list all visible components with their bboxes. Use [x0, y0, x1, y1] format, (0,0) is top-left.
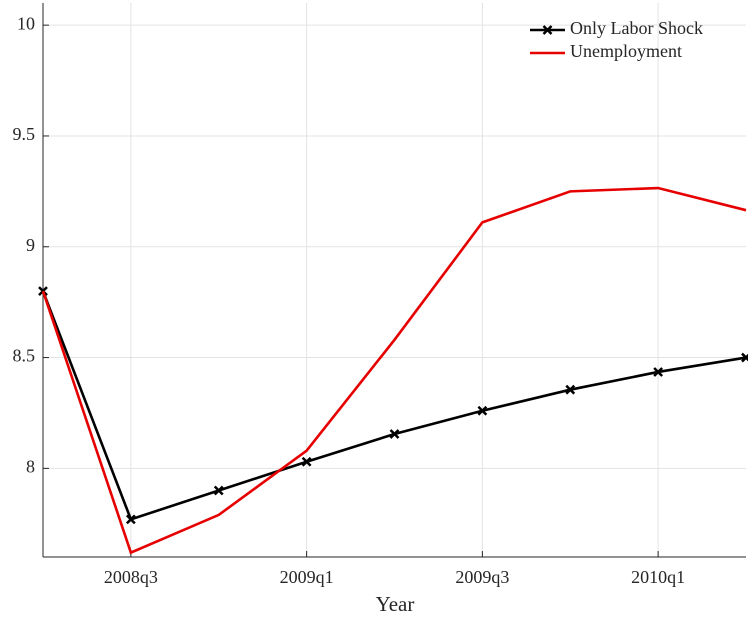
x-axis-label: Year: [376, 592, 415, 616]
marker: [389, 429, 400, 439]
marker: [565, 384, 576, 395]
marker: [741, 352, 748, 363]
marker: [653, 367, 664, 377]
series-line: [41, 290, 747, 521]
marker: [477, 405, 488, 416]
y-tick-label: 8: [26, 456, 35, 476]
series-line: [41, 186, 747, 555]
marker: [213, 485, 224, 496]
marker: [125, 514, 136, 525]
y-tick-label: 9.5: [13, 124, 36, 144]
y-tick-label: 9: [26, 235, 35, 255]
marker: [301, 456, 312, 467]
marker: [542, 25, 553, 35]
legend-label: Unemployment: [570, 41, 682, 61]
legend-label: Only Labor Shock: [570, 18, 703, 38]
x-tick-label: 2009q3: [455, 567, 509, 587]
x-tick-label: 2008q3: [104, 567, 158, 587]
y-tick-label: 10: [17, 13, 35, 33]
x-tick-label: 2009q1: [280, 567, 334, 587]
y-tick-label: 8.5: [13, 346, 36, 366]
x-tick-label: 2010q1: [631, 567, 685, 587]
